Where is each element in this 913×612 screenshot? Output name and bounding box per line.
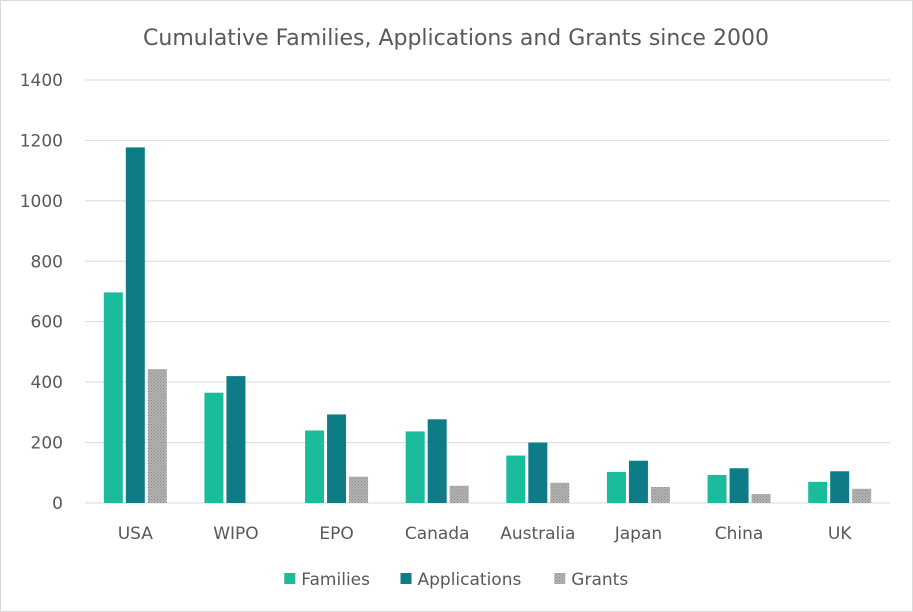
bar-families-canada [405,431,425,503]
bar-families-japan [606,471,626,503]
legend-swatch-grants [554,573,566,584]
bar-grants-usa [147,369,167,503]
legend-label-grants: Grants [571,570,628,590]
bar-families-wipo [204,392,224,503]
x-tick-label: Canada [405,524,470,544]
legend-swatch-applications [400,573,412,584]
x-tick-label: UK [828,524,852,544]
bar-grants-canada [449,485,469,503]
x-tick-label: Japan [614,524,662,544]
y-tick-label: 1000 [20,192,63,212]
legend-swatch-families [284,573,296,584]
bar-applications-epo [327,414,347,503]
bar-grants-uk [852,488,872,503]
bar-families-australia [506,455,526,503]
bar-applications-canada [427,419,447,503]
legend: Families Applications Grants [284,570,628,590]
bar-applications-australia [528,442,548,503]
chart-title: Cumulative Families, Applications and Gr… [143,26,769,51]
x-tick-label: EPO [319,524,353,544]
bar-applications-usa [125,147,145,503]
bar-grants-australia [550,482,570,503]
bar-applications-china [729,468,749,503]
x-axis-ticks: USA WIPO EPO Canada Australia Japan China UK [118,524,853,544]
y-axis-ticks: 0 200 400 600 800 1000 1200 1400 [20,71,63,514]
bar-applications-wipo [226,376,246,503]
y-tick-label: 200 [31,434,63,454]
bar-families-epo [305,430,325,503]
y-tick-label: 1400 [20,71,63,91]
y-tick-label: 800 [31,252,63,272]
bar-grants-japan [650,486,670,503]
bar-families-uk [808,481,828,503]
bar-applications-japan [628,460,648,503]
legend-label-applications: Applications [418,570,522,590]
y-tick-label: 0 [52,494,63,514]
x-tick-label: USA [118,524,154,544]
bar-families-usa [103,292,123,503]
x-tick-label: WIPO [213,524,258,544]
y-tick-label: 1200 [20,131,63,151]
bars [103,147,872,503]
x-tick-label: China [715,524,764,544]
bar-grants-china [751,493,771,503]
y-tick-label: 600 [31,313,63,333]
bar-applications-uk [830,471,850,503]
y-tick-label: 400 [31,373,63,393]
x-tick-label: Australia [500,524,575,544]
bar-families-china [707,474,727,503]
bar-grants-epo [349,476,369,503]
legend-label-families: Families [301,570,370,590]
